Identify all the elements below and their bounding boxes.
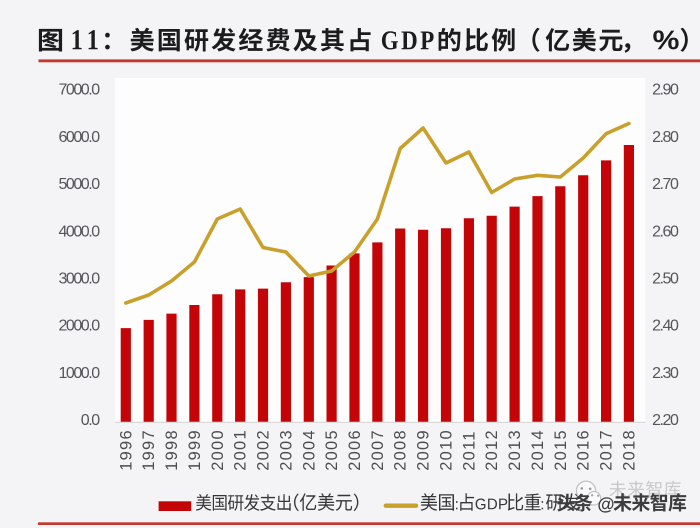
svg-text:2.40: 2.40 bbox=[652, 318, 679, 335]
svg-text:1998: 1998 bbox=[163, 429, 181, 471]
svg-text:7000.0: 7000.0 bbox=[58, 82, 100, 99]
svg-text:2007: 2007 bbox=[369, 429, 387, 471]
svg-text:2012: 2012 bbox=[483, 429, 501, 471]
svg-text:1999: 1999 bbox=[186, 429, 204, 471]
svg-text:2006: 2006 bbox=[346, 429, 364, 471]
svg-text:2.60: 2.60 bbox=[652, 223, 679, 240]
svg-text:1000.0: 1000.0 bbox=[58, 365, 100, 382]
svg-text:2.20: 2.20 bbox=[652, 412, 679, 429]
svg-text:2.80: 2.80 bbox=[652, 129, 679, 146]
svg-text:4000.0: 4000.0 bbox=[58, 223, 100, 240]
svg-text:2001: 2001 bbox=[232, 429, 250, 471]
svg-text:2.90: 2.90 bbox=[652, 82, 679, 99]
svg-text:2000.0: 2000.0 bbox=[58, 318, 100, 335]
svg-text:0.0: 0.0 bbox=[81, 412, 100, 429]
svg-text:5000.0: 5000.0 bbox=[58, 176, 100, 193]
svg-text:2010: 2010 bbox=[438, 429, 456, 471]
svg-text:3000.0: 3000.0 bbox=[58, 271, 100, 288]
svg-text:2002: 2002 bbox=[255, 429, 273, 471]
svg-text:2011: 2011 bbox=[460, 430, 478, 470]
svg-text:2015: 2015 bbox=[552, 429, 570, 471]
svg-text:2017: 2017 bbox=[598, 429, 616, 471]
svg-text:2.50: 2.50 bbox=[652, 271, 679, 288]
svg-text:2009: 2009 bbox=[415, 429, 433, 471]
svg-text:2004: 2004 bbox=[300, 429, 318, 471]
svg-text:2.70: 2.70 bbox=[652, 176, 679, 193]
svg-text:2003: 2003 bbox=[277, 429, 295, 471]
svg-text:2000: 2000 bbox=[209, 429, 227, 471]
svg-text:1997: 1997 bbox=[140, 429, 158, 471]
svg-text:1996: 1996 bbox=[117, 429, 135, 471]
svg-text:2008: 2008 bbox=[392, 429, 410, 471]
svg-text:2018: 2018 bbox=[620, 429, 638, 471]
svg-text:6000.0: 6000.0 bbox=[58, 129, 100, 146]
svg-text:2005: 2005 bbox=[323, 429, 341, 471]
svg-text:2.30: 2.30 bbox=[652, 365, 679, 382]
svg-text:2016: 2016 bbox=[575, 429, 593, 471]
svg-text:2013: 2013 bbox=[506, 429, 524, 471]
svg-text:2014: 2014 bbox=[529, 429, 547, 471]
